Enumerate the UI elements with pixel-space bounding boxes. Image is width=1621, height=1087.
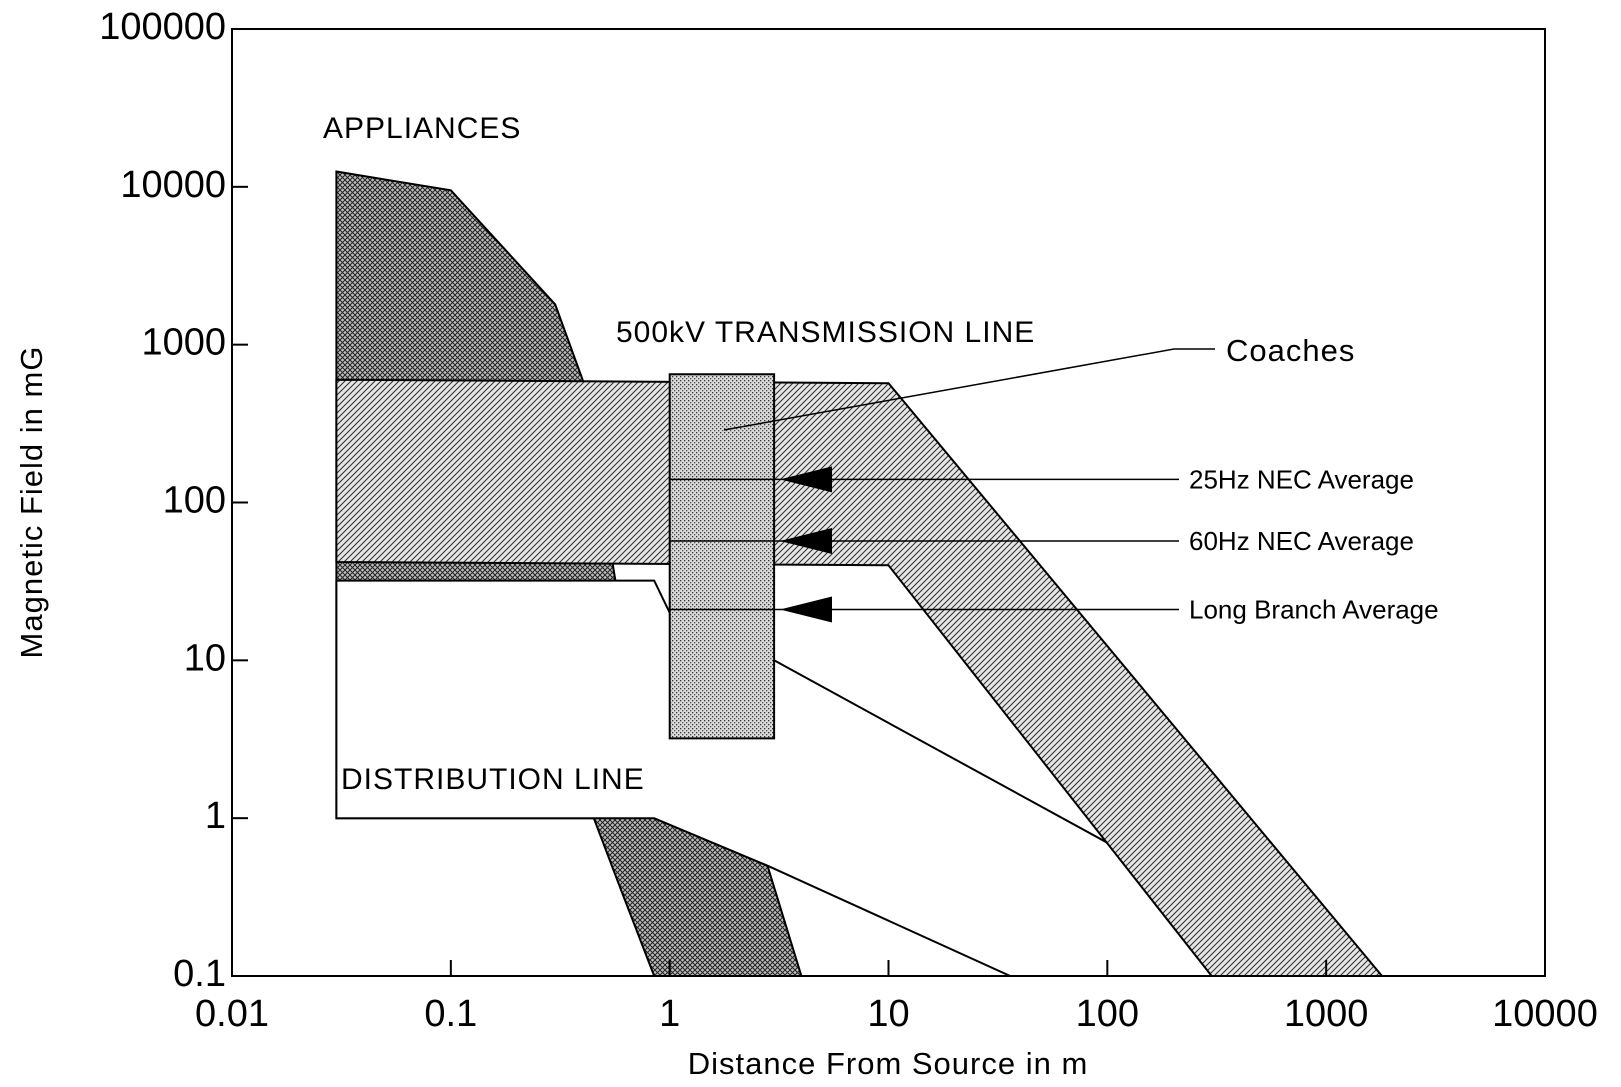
region <box>668 373 776 740</box>
x-tick-label: 10 <box>867 993 909 1035</box>
reference-label: Long Branch Average <box>1189 594 1439 624</box>
reference-label: 60Hz NEC Average <box>1189 526 1414 556</box>
y-axis-label: Magnetic Field in mG <box>14 346 49 659</box>
x-axis-label: Distance From Source in m <box>688 1046 1089 1081</box>
region-label: APPLIANCES <box>323 112 521 145</box>
y-tick-label: 1 <box>205 795 226 837</box>
x-tick-label: 0.1 <box>424 993 477 1035</box>
leader-line <box>723 348 1215 431</box>
arrow <box>780 528 832 555</box>
region-label: 500kV TRANSMISSION LINE <box>616 316 1035 349</box>
x-tick-label: 100 <box>1076 993 1139 1035</box>
arrow <box>780 596 832 623</box>
y-tick-label: 1000 <box>141 322 226 364</box>
region-label: DISTRIBUTION LINE <box>341 763 645 796</box>
x-tick-label: 10000 <box>1492 993 1598 1035</box>
x-tick-label: 1 <box>659 993 680 1035</box>
y-tick-label: 100000 <box>99 6 226 48</box>
y-tick-label: 10000 <box>120 164 226 206</box>
reference-label: 25Hz NEC Average <box>1189 464 1414 494</box>
x-tick-label: 1000 <box>1284 993 1369 1035</box>
y-tick-label: 0.1 <box>173 953 226 995</box>
arrow <box>780 466 832 493</box>
y-tick-label: 100 <box>163 480 226 522</box>
x-tick-label: 0.01 <box>195 993 269 1035</box>
region-label ref-label: Coaches <box>1226 333 1355 368</box>
y-tick-label: 10 <box>184 637 226 679</box>
